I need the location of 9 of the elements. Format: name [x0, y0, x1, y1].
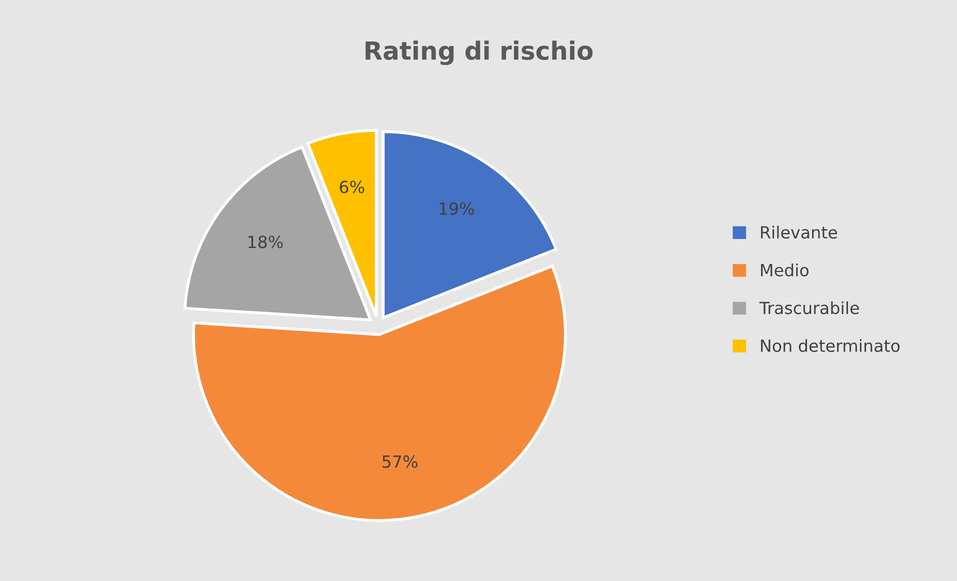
legend-label: Rilevante: [761, 226, 838, 239]
data-label: 6%: [340, 180, 364, 194]
data-label: 57%: [382, 455, 418, 468]
chart-title: Rating di rischio: [366, 40, 593, 66]
legend-label: Non determinato: [761, 339, 900, 352]
legend-label: Trascurabile: [759, 301, 859, 314]
legend-label: Medio: [761, 264, 809, 276]
data-label: 19%: [440, 202, 474, 215]
data-label: 18%: [248, 236, 283, 248]
